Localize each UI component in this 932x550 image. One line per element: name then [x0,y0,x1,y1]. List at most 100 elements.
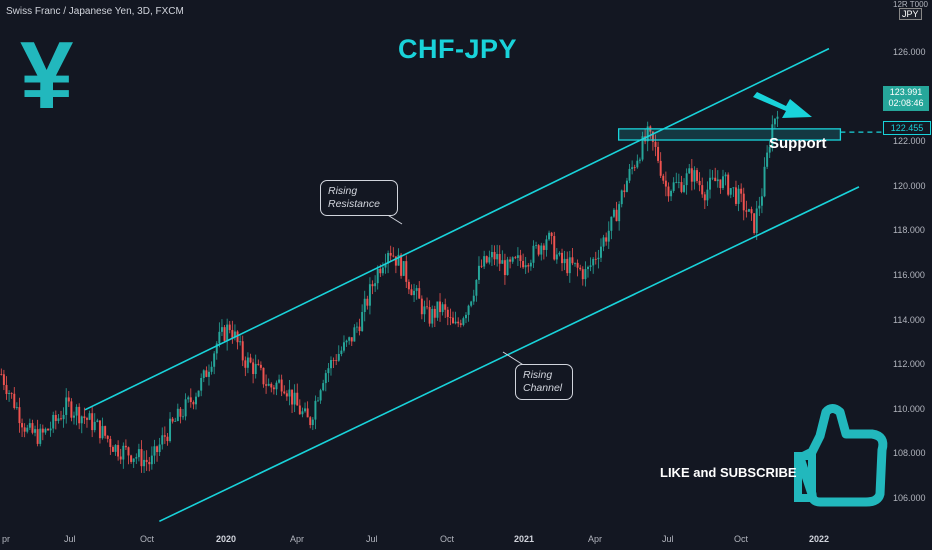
candle-body [252,362,255,375]
candle-body [389,252,392,256]
candle-body [143,459,146,467]
channel-upper-line [84,47,830,411]
candle-body [319,390,322,401]
candles [0,110,779,473]
candle-body [145,459,148,463]
candle-body [506,259,509,276]
candle-body [161,435,164,445]
candle-body [80,416,83,424]
candle-body [561,252,564,264]
candle-body [696,170,699,181]
callout-line: Rising [328,185,358,197]
candle-body [563,258,566,264]
candle-body [760,196,763,206]
candle-body [301,411,304,415]
candle-body [747,209,750,212]
candle-body [156,446,159,453]
candle-body [293,392,296,405]
candle-body [285,393,288,397]
candle-body [83,416,86,419]
candle-body [397,254,400,266]
candle-body [755,208,758,234]
candle-body [464,314,467,319]
candle-body [337,353,340,361]
candle-body [21,423,24,428]
candle-body [446,309,449,318]
candle-body [714,177,717,182]
candle-body [371,284,374,287]
candle-body [124,445,127,448]
candle-body [272,387,275,390]
candle-body [452,317,454,324]
candle-body [5,384,8,395]
y-tick-label: 114.000 [893,314,925,325]
candle-body [376,268,379,284]
candle-body [114,445,117,452]
candle-body [449,317,452,318]
currency-badge[interactable]: JPY [899,8,922,20]
candle-body [594,258,597,260]
candle-body [28,423,31,428]
candle-body [688,168,691,174]
candle-body [91,413,94,431]
candle-body [200,377,203,391]
candle-body [241,341,244,361]
candle-body [350,337,353,342]
y-tick-label: 110.000 [893,403,925,414]
candle-body [407,281,410,290]
candle-body [109,438,112,448]
candle-body [566,258,569,274]
candle-body [117,445,120,457]
candle-body [436,301,439,318]
y-tick-label: 126.000 [893,47,926,58]
candle-body [392,255,395,257]
last-price: 123.991 [889,87,923,97]
candle-body [262,367,265,385]
candle-body [400,254,403,276]
candle-body [680,182,683,192]
candle-body [72,415,75,418]
candle-body [522,260,525,268]
candle-body [698,180,701,186]
y-tick-label: 118.000 [893,225,925,236]
x-tick-label: Oct [440,534,455,544]
x-tick-label: pr [2,534,11,544]
candle-body [239,341,242,343]
candle-body [618,204,621,222]
candle-body [355,326,358,328]
candle-body [439,301,442,313]
candle-body [174,420,177,422]
candle-body [592,258,595,266]
candle-body [628,168,631,181]
candle-body [309,417,312,426]
candle-body [662,175,665,181]
candle-body [721,176,724,189]
candle-body [288,389,291,397]
candle-body [672,182,675,191]
candle-body [220,327,223,332]
candle-body [148,462,151,465]
candle-body [625,180,628,192]
candle-body [278,379,281,383]
callout-line: Channel [523,382,563,394]
candle-body [215,343,218,354]
candle-body [758,205,761,209]
candle-body [734,187,737,204]
candle-body [345,340,348,343]
callout-rising-channel: Rising Channel [515,364,573,400]
bar-countdown: 02:08:46 [888,98,924,108]
candle-body [511,257,514,262]
candle-body [226,324,229,341]
candle-body [703,194,706,201]
candle-body [651,131,654,142]
candle-body [493,251,496,260]
axis-top-label: 12R T000 [893,0,928,9]
candle-body [719,179,722,189]
candle-body [47,428,50,431]
candle-body [646,126,649,142]
candle-body [150,455,153,465]
y-tick-label: 112.000 [893,359,925,370]
candle-body [441,304,444,313]
candle-body [644,136,647,142]
